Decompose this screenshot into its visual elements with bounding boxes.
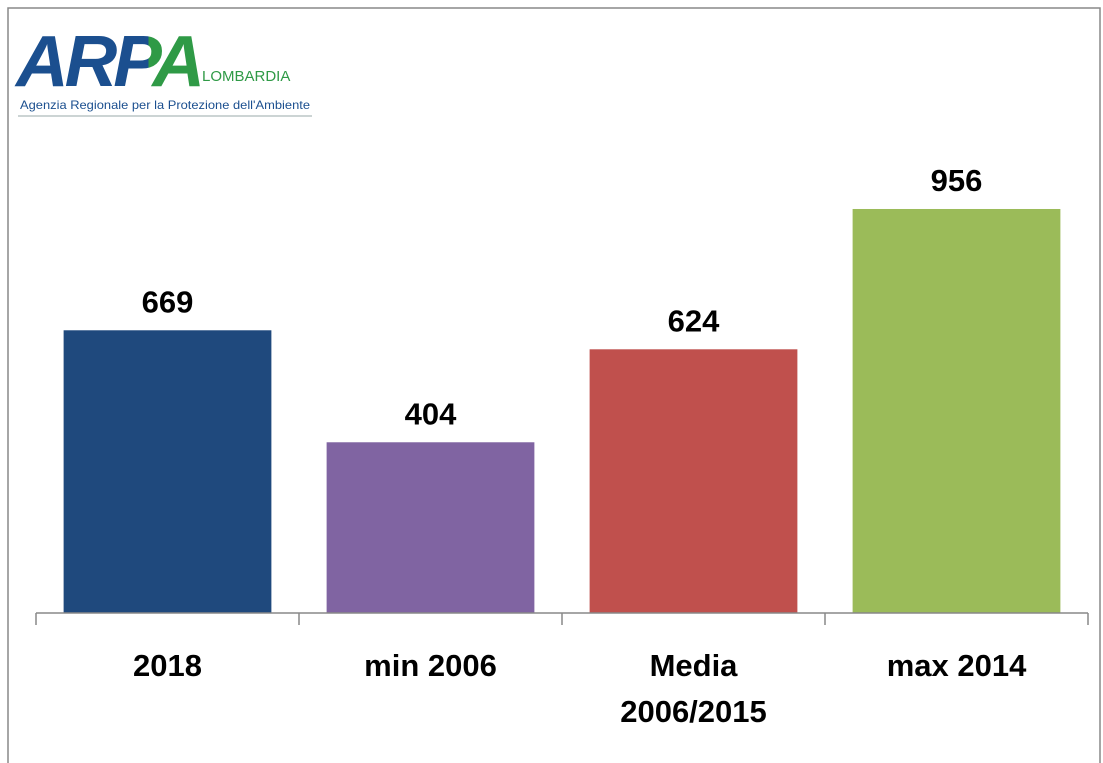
bar xyxy=(326,442,535,613)
data-label: 669 xyxy=(142,284,194,319)
logo-name: ARPA xyxy=(14,22,201,102)
data-label: 624 xyxy=(668,303,720,338)
bar xyxy=(589,349,798,613)
bar xyxy=(852,208,1061,614)
x-tick-label: Media 2006/2015 xyxy=(620,648,767,729)
x-tick-label: 2018 xyxy=(133,648,202,683)
logo: ARPA LOMBARDIA Agenzia Regionale per la … xyxy=(14,22,312,117)
data-label: 404 xyxy=(405,396,457,431)
logo-tagline: Agenzia Regionale per la Protezione dell… xyxy=(20,98,310,112)
bar xyxy=(63,330,272,613)
frame xyxy=(7,7,1101,763)
x-tick-label: max 2014 xyxy=(887,648,1027,683)
x-tick-label: min 2006 xyxy=(364,648,497,683)
logo-region: LOMBARDIA xyxy=(202,68,290,85)
data-label: 956 xyxy=(931,163,983,198)
